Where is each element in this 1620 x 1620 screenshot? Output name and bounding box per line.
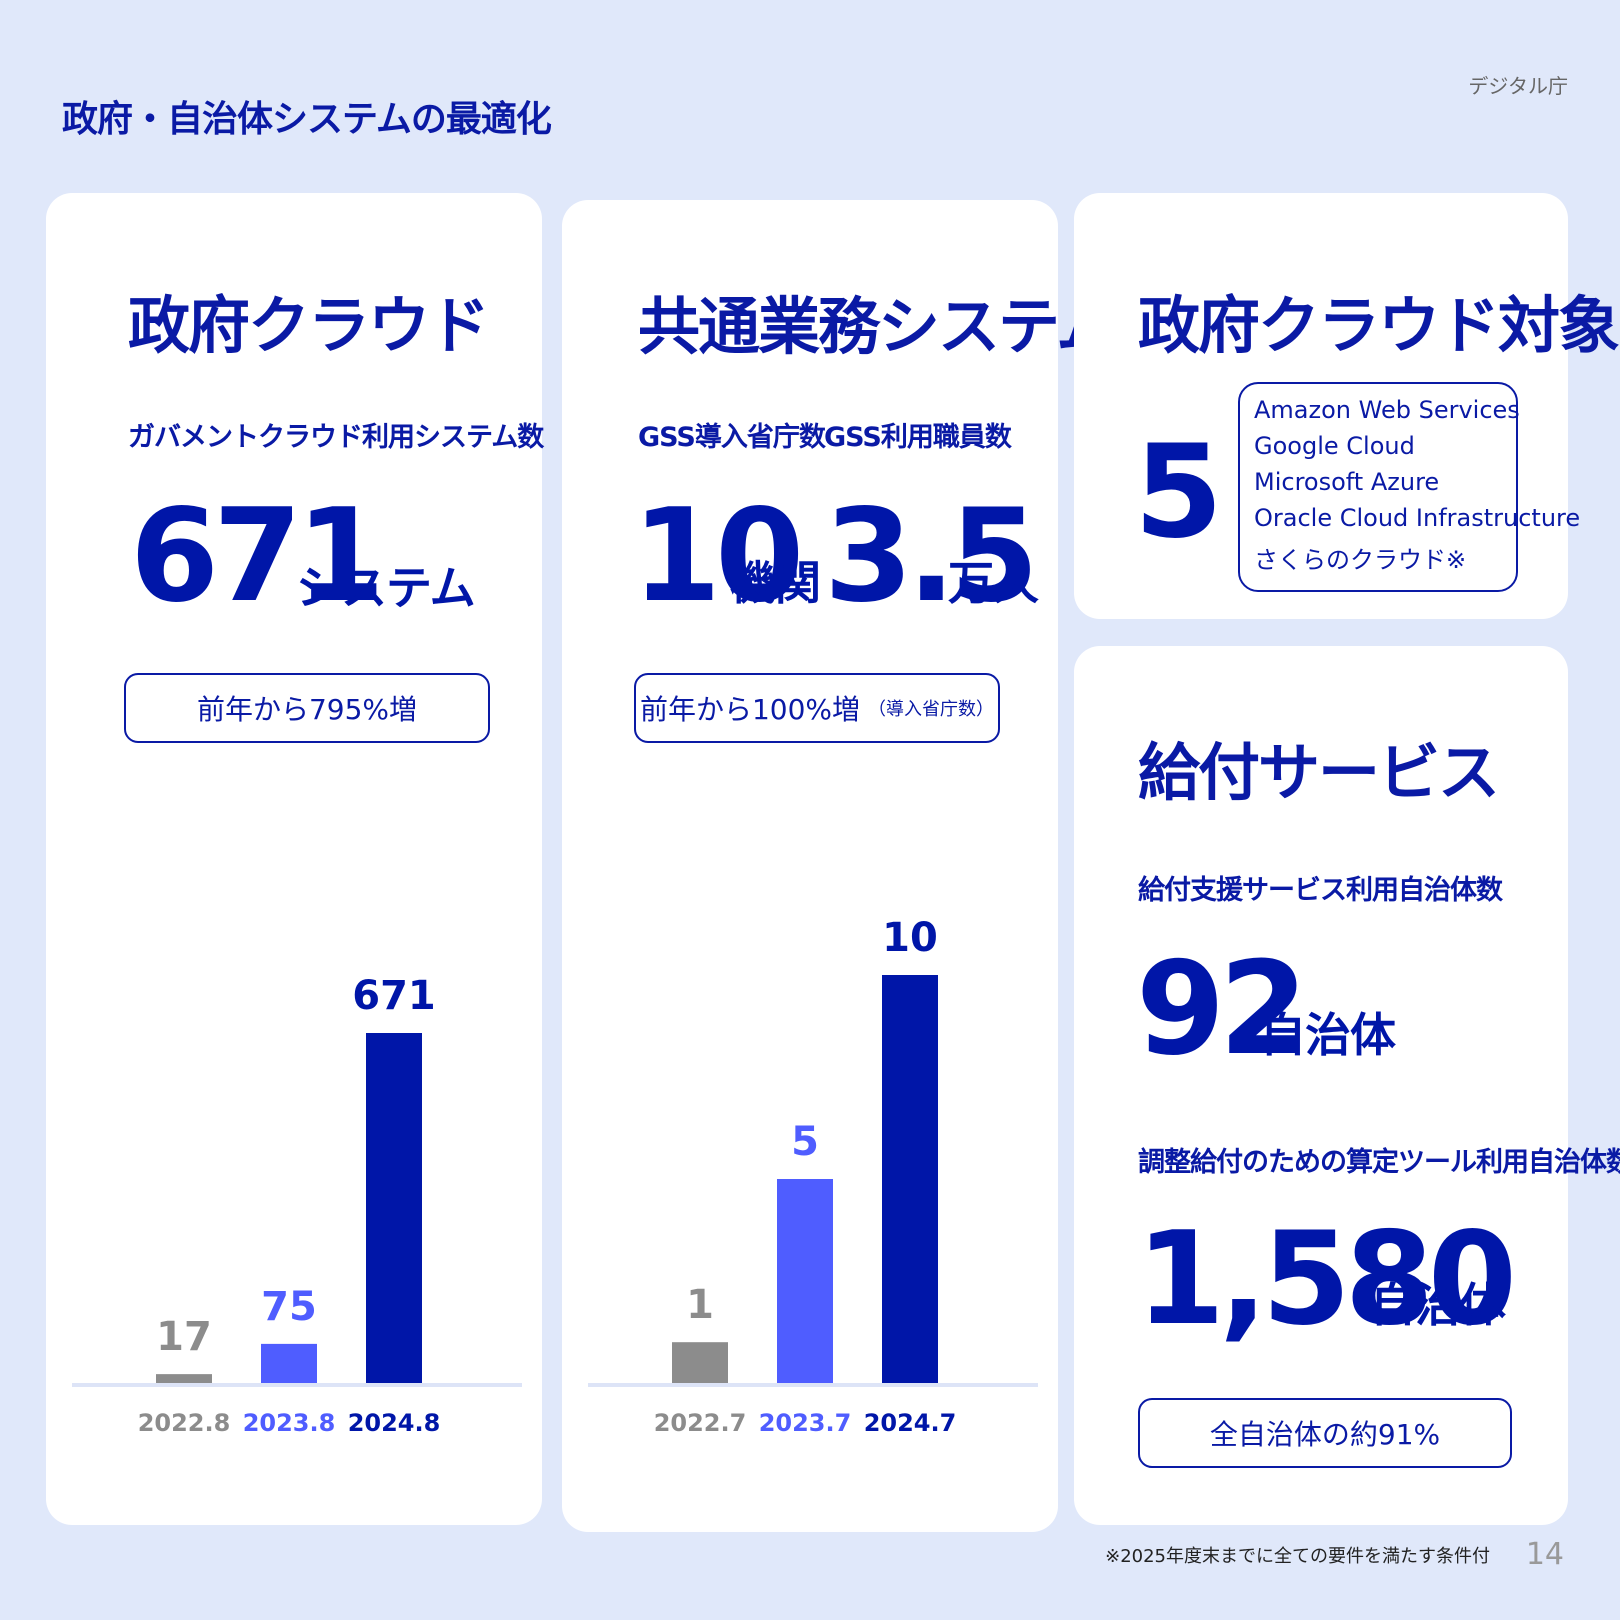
- metric2-label: 調整給付のための算定ツール利用自治体数: [1138, 1147, 1620, 1178]
- x-tick-label: 2022.8: [138, 1409, 231, 1437]
- gov-cloud-card: 政府クラウド ガバメントクラウド利用システム数 671 システム 前年から795…: [46, 193, 544, 1525]
- metric-value: 671: [130, 482, 385, 631]
- coverage-badge: 全自治体の約91%: [1138, 1398, 1512, 1468]
- growth-badge: 前年から100%増 （導入省庁数）: [634, 673, 1000, 743]
- vendor-item: さくらのクラウド※: [1254, 546, 1467, 574]
- growth-badge: 前年から795%増: [124, 673, 490, 743]
- vendor-item: Amazon Web Services: [1254, 396, 1520, 424]
- page-title: 政府・自治体システムの最適化: [62, 99, 552, 140]
- bar-2022.8: [156, 1374, 212, 1383]
- bar-value-label: 75: [261, 1284, 317, 1330]
- metric1-value: 92: [1136, 935, 1308, 1084]
- metric2-value: 3.5: [824, 482, 1039, 631]
- x-tick-label: 2023.8: [243, 1409, 336, 1437]
- chart-svg: 1 2022.7 5 2023.7 10 2024.7: [588, 915, 1038, 1437]
- page-number: 14: [1525, 1537, 1564, 1572]
- bar-2022.7: [672, 1342, 728, 1383]
- card-title: 共通業務システム: [638, 290, 1118, 363]
- x-tick-label: 2024.7: [864, 1409, 957, 1437]
- metric2-value: 1,580: [1136, 1205, 1517, 1354]
- x-tick-label: 2024.8: [348, 1409, 441, 1437]
- coverage-text: 全自治体の約91%: [1209, 1418, 1441, 1451]
- chart-svg: 17 2022.8 75 2023.8 671 2024.8: [72, 973, 522, 1437]
- metric1-value: 10: [632, 482, 804, 631]
- bar-value-label: 1: [686, 1282, 714, 1328]
- metric1-label: 給付支援サービス利用自治体数: [1138, 875, 1503, 906]
- growth-text: 前年から795%増: [196, 693, 418, 726]
- metric2-unit: 自治体: [1370, 1278, 1506, 1332]
- benefit-services-card: 給付サービス 給付支援サービス利用自治体数 92 自治体 調整給付のための算定ツ…: [1074, 646, 1620, 1525]
- metric-unit: システム: [296, 561, 476, 615]
- bar-2024.7: [882, 975, 938, 1383]
- bar-value-label: 17: [156, 1314, 212, 1360]
- metric2-label: GSS利用職員数: [824, 422, 1012, 453]
- bar-value-label: 10: [882, 915, 938, 961]
- organization-name: デジタル庁: [1468, 74, 1568, 98]
- metric2-unit: 万人: [948, 556, 1039, 610]
- vendor-item: Google Cloud: [1254, 432, 1415, 460]
- common-systems-card: 共通業務システム GSS導入省庁数 GSS利用職員数 10 機関 3.5 万人 …: [562, 200, 1118, 1532]
- vendor-item: Oracle Cloud Infrastructure: [1254, 504, 1581, 532]
- growth-note: （導入省庁数）: [868, 699, 995, 720]
- x-tick-label: 2023.7: [759, 1409, 852, 1437]
- bar-2023.7: [777, 1179, 833, 1383]
- bar-value-label: 5: [791, 1119, 819, 1165]
- card-title: 給付サービス: [1138, 736, 1500, 809]
- bar-value-label: 671: [352, 973, 436, 1019]
- metric1-unit: 自治体: [1260, 1008, 1396, 1062]
- bar-2024.8: [366, 1033, 422, 1383]
- bar-2023.8: [261, 1343, 317, 1383]
- metric-label: ガバメントクラウド利用システム数: [128, 422, 544, 453]
- growth-text: 前年から100%増: [639, 693, 861, 726]
- card-title: 政府クラウド対象: [1138, 289, 1620, 362]
- vendor-list: Amazon Web Services Google Cloud Microso…: [1238, 382, 1580, 592]
- footnote: ※2025年度末までに全ての要件を満たす条件付: [1105, 1546, 1490, 1567]
- x-tick-label: 2022.7: [654, 1409, 747, 1437]
- vendor-count: 5: [1134, 418, 1223, 567]
- cloud-targets-card: 政府クラウド対象 5 Amazon Web Services Google Cl…: [1074, 193, 1620, 619]
- metric1-label: GSS導入省庁数: [638, 422, 826, 453]
- card-title: 政府クラウド: [128, 289, 490, 362]
- vendor-item: Microsoft Azure: [1254, 468, 1440, 496]
- metric1-unit: 機関: [730, 556, 821, 610]
